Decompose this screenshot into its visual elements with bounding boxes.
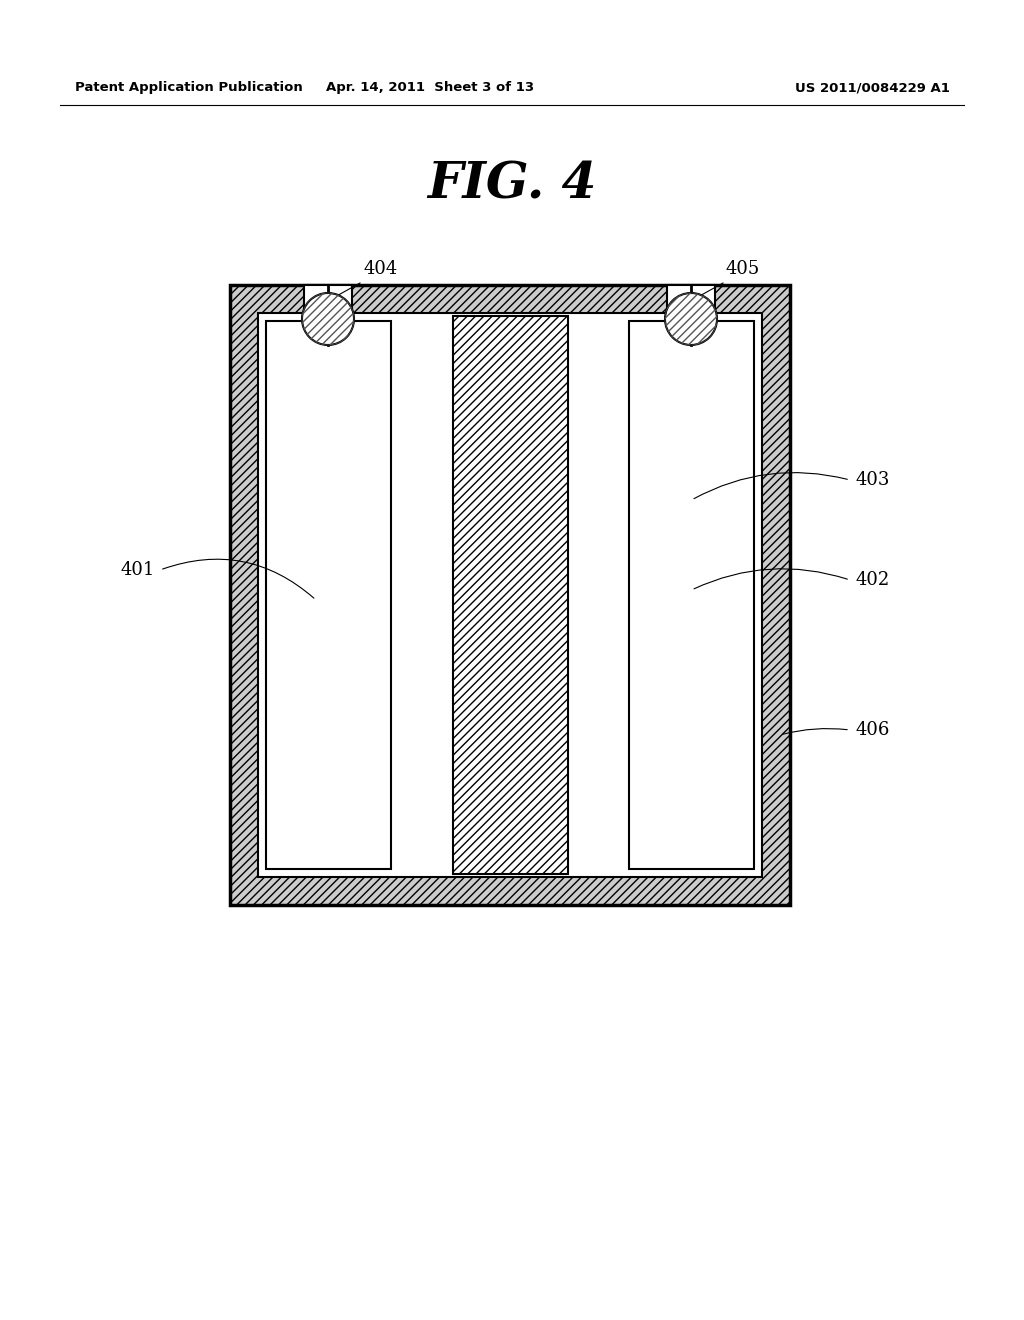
Bar bbox=[258, 313, 762, 876]
FancyArrowPatch shape bbox=[782, 729, 847, 734]
FancyArrowPatch shape bbox=[163, 560, 314, 598]
Text: 405: 405 bbox=[726, 260, 760, 279]
Circle shape bbox=[302, 293, 354, 345]
Text: Apr. 14, 2011  Sheet 3 of 13: Apr. 14, 2011 Sheet 3 of 13 bbox=[326, 82, 535, 95]
Text: 404: 404 bbox=[362, 260, 397, 279]
Bar bbox=[304, 285, 352, 313]
FancyArrowPatch shape bbox=[694, 569, 847, 589]
Bar bbox=[453, 315, 568, 874]
Text: US 2011/0084229 A1: US 2011/0084229 A1 bbox=[795, 82, 950, 95]
Text: 406: 406 bbox=[855, 721, 890, 739]
Text: FIG. 4: FIG. 4 bbox=[427, 161, 597, 210]
Text: Patent Application Publication: Patent Application Publication bbox=[75, 82, 303, 95]
Text: 403: 403 bbox=[855, 471, 890, 488]
Bar bbox=[667, 285, 715, 313]
Circle shape bbox=[665, 293, 717, 345]
FancyArrowPatch shape bbox=[694, 473, 847, 499]
Bar bbox=[266, 321, 391, 869]
Text: 401: 401 bbox=[121, 561, 155, 579]
Text: 402: 402 bbox=[855, 572, 889, 589]
Bar bbox=[629, 321, 754, 869]
Bar bbox=[230, 285, 790, 906]
